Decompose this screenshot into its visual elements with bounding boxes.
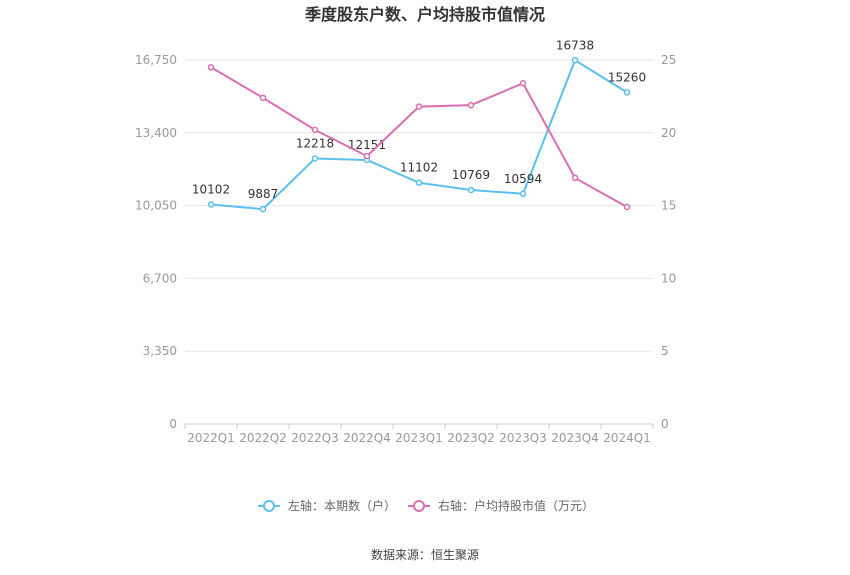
grid: [185, 59, 653, 425]
left-tick-label: 16,750: [135, 53, 177, 67]
x-tick-label: 2023Q4: [551, 431, 599, 445]
data-label: 15260: [608, 70, 646, 84]
data-label: 12151: [348, 138, 386, 152]
data-point: [259, 94, 267, 102]
data-point: [519, 190, 527, 198]
x-axis-ticks: 2022Q1 2022Q2 2022Q3 2022Q4 2023Q1 2023Q2 2023…: [184, 424, 654, 445]
x-tick-label: 2024Q1: [603, 431, 651, 445]
legend-item-1[interactable]: 右轴：户均持股市值（万元）: [408, 498, 594, 513]
data-label: 11102: [400, 161, 438, 175]
data-point: [571, 174, 579, 182]
data-label: 12218: [296, 136, 334, 150]
data-label: 10594: [504, 172, 542, 186]
left-tick-label: 13,400: [135, 126, 177, 140]
right-tick-label: 5: [661, 344, 669, 358]
data-point: [467, 101, 475, 109]
right-tick-label: 15: [661, 199, 676, 213]
data-point: [311, 155, 319, 162]
right-tick-label: 25: [661, 53, 676, 67]
data-label: 9887: [248, 187, 279, 201]
x-tick-label: 2022Q2: [239, 431, 287, 445]
data-point: [415, 179, 423, 186]
data-source: 数据来源：恒生聚源: [371, 547, 479, 562]
left-tick-label: 3,350: [143, 344, 177, 358]
left-tick-label: 6,700: [143, 271, 177, 285]
x-tick-label: 2023Q1: [395, 431, 443, 445]
data-label: 16738: [556, 38, 594, 52]
data-point: [623, 89, 631, 96]
left-tick-label: 10,050: [135, 199, 177, 213]
right-tick-label: 0: [661, 417, 669, 431]
x-tick-label: 2022Q4: [343, 431, 391, 445]
data-label: 10102: [192, 182, 230, 196]
legend[interactable]: 左轴：本期数（户） 右轴：户均持股市值（万元）: [258, 498, 594, 513]
data-point: [311, 126, 319, 134]
legend-label: 左轴：本期数（户）: [288, 498, 396, 513]
data-point: [207, 64, 215, 71]
legend-marker: [263, 500, 275, 512]
series-layer: 10102 9887 12218 12151 11102 10769 10594 16738 1…: [192, 38, 646, 213]
data-point: [363, 152, 371, 160]
right-axis-ticks: 0 5 10 15 20 25: [661, 53, 676, 431]
x-tick-label: 2023Q2: [447, 431, 495, 445]
legend-marker: [413, 500, 425, 512]
data-point: [207, 201, 215, 208]
data-point: [623, 203, 631, 211]
x-tick-label: 2022Q1: [187, 431, 235, 445]
x-tick-label: 2022Q3: [291, 431, 339, 445]
legend-item-0[interactable]: 左轴：本期数（户）: [258, 498, 396, 513]
data-point: [519, 80, 527, 87]
data-point: [467, 186, 475, 194]
data-point: [571, 57, 579, 64]
chart-title: 季度股东户数、户均持股市值情况: [304, 5, 545, 24]
left-tick-label: 0: [169, 417, 177, 431]
left-axis-ticks: 0 3,350 6,700 10,050 13,400 16,750: [135, 53, 177, 431]
x-tick-label: 2023Q3: [499, 431, 547, 445]
right-tick-label: 10: [661, 271, 676, 285]
legend-label: 右轴：户均持股市值（万元）: [438, 498, 594, 513]
data-label: 10769: [452, 168, 490, 182]
data-point: [415, 103, 423, 110]
data-point: [259, 205, 267, 213]
right-tick-label: 20: [661, 126, 676, 140]
